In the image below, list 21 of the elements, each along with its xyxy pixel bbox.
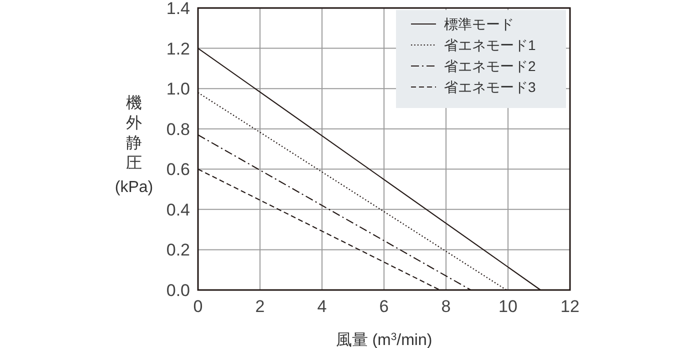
x-tick-label: 8 [441, 297, 451, 316]
y-tick-label: 0.4 [166, 200, 190, 220]
x-tick-label: 4 [317, 297, 327, 316]
x-tick-label: 2 [255, 297, 265, 316]
x-axis-title: 風量 (m$^{3}$/min) [336, 332, 432, 348]
x-tick-label: 6 [379, 297, 389, 316]
y-tick-label: 0.2 [166, 240, 190, 260]
legend-label: 省エネモード3 [444, 79, 536, 95]
legend-label: 省エネモード1 [444, 37, 536, 53]
y-tick-label: 0.8 [166, 120, 190, 139]
legend-label: 省エネモード2 [444, 58, 536, 74]
x-tick-label: 12 [560, 297, 580, 316]
y-tick-label: 0.6 [166, 160, 190, 180]
x-tick-label: 0 [193, 297, 203, 316]
y-tick-label: 1.2 [166, 39, 190, 58]
y-tick-label: 1.4 [166, 0, 190, 18]
x-tick-label: 10 [498, 297, 518, 316]
legend-label: 標準モード [444, 16, 514, 32]
y-axis-title: 機外静圧 (kPa) [114, 94, 154, 196]
y-tick-label: 0.0 [166, 281, 190, 300]
y-tick-label: 1.0 [166, 80, 190, 99]
